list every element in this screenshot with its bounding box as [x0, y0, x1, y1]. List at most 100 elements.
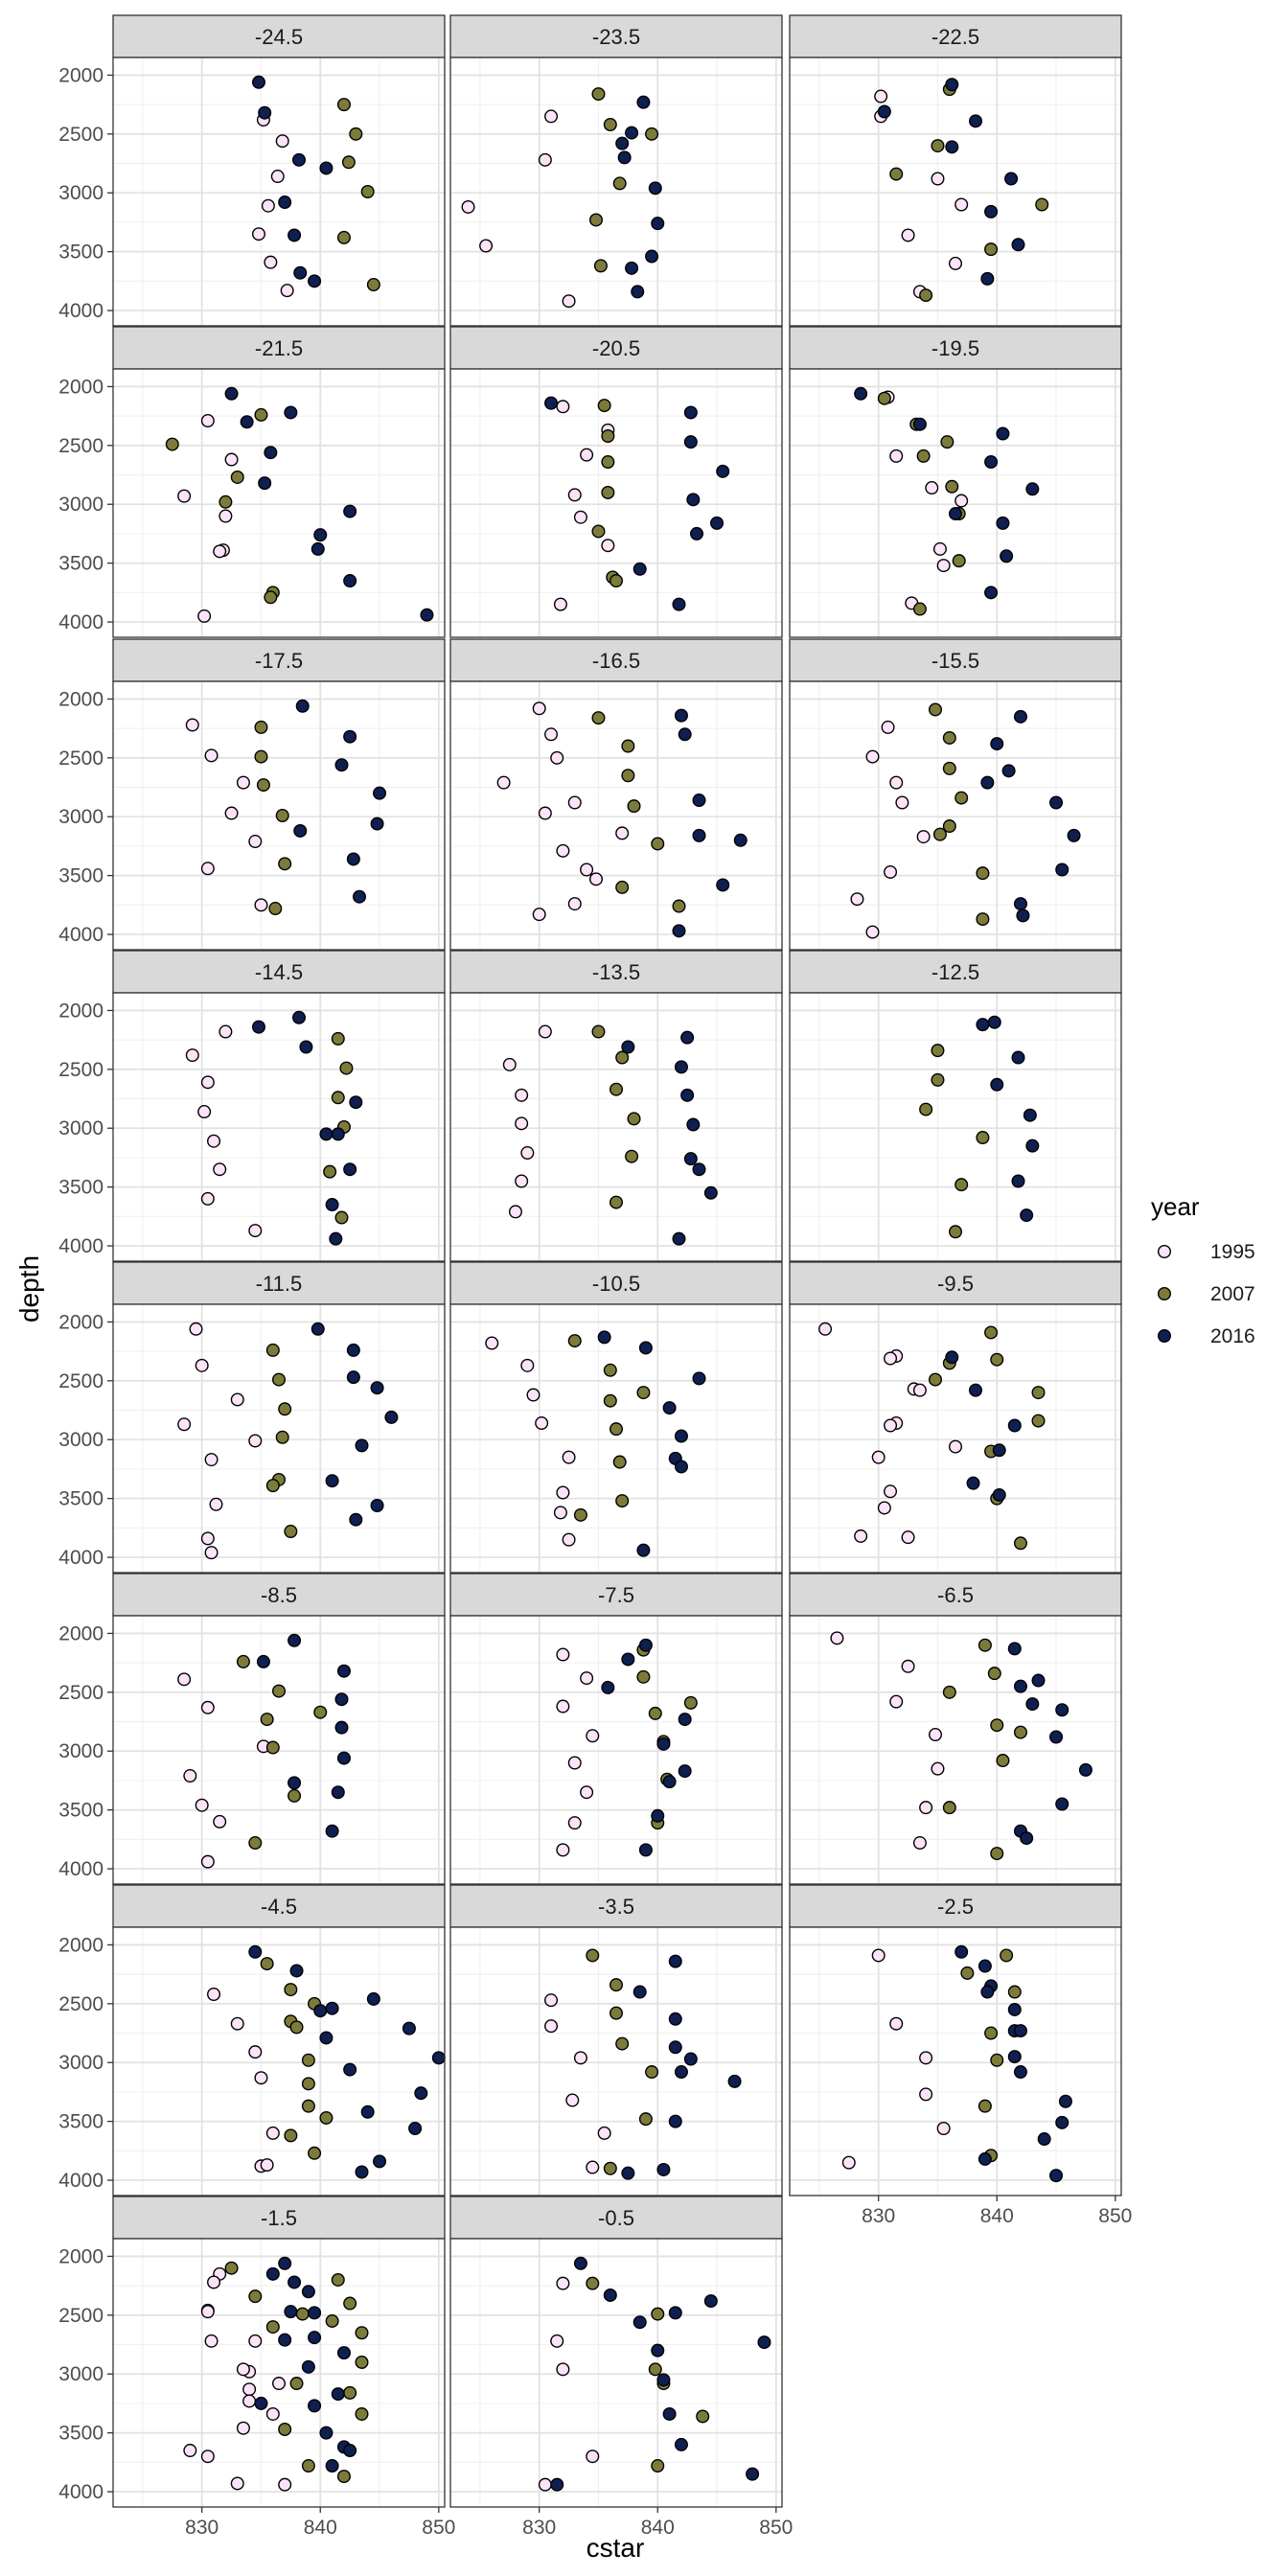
data-point-2016 — [662, 1401, 677, 1415]
data-point-2016 — [668, 2040, 682, 2055]
data-point-2016 — [284, 405, 298, 420]
data-point-2016 — [319, 2426, 334, 2440]
data-point-2016 — [254, 2396, 268, 2410]
data-point-2016 — [370, 1381, 384, 1395]
data-point-2007 — [610, 574, 624, 588]
data-point-2016 — [692, 828, 706, 842]
panel-border — [789, 368, 1122, 638]
legend-item: 2007 — [1157, 1283, 1255, 1305]
y-tick-label: 2500 — [58, 124, 104, 146]
data-point-2007 — [278, 857, 292, 871]
facet-panel: -19.5 — [789, 326, 1122, 638]
data-point-1995 — [573, 2051, 587, 2065]
facet-strip — [789, 638, 1122, 682]
data-point-2016 — [292, 1010, 307, 1024]
facet-panel: -12.5 — [789, 950, 1122, 1262]
y-axis-title: depth — [14, 1255, 44, 1322]
data-point-1995 — [204, 2334, 218, 2348]
legend-key-2016 — [1157, 1328, 1171, 1343]
data-point-1995 — [204, 748, 218, 763]
data-point-2007 — [683, 1695, 698, 1710]
data-point-1995 — [265, 2126, 280, 2140]
data-point-2016 — [980, 1985, 995, 1999]
plot-area — [790, 1304, 1121, 1573]
data-point-1995 — [841, 2155, 856, 2170]
data-point-2016 — [343, 2444, 357, 2458]
data-point-2007 — [355, 2355, 369, 2369]
x-tick-label: 850 — [759, 2517, 793, 2539]
data-point-2016 — [1025, 1138, 1040, 1153]
data-point-1995 — [949, 1439, 963, 1454]
y-tick-label: 2000 — [58, 64, 104, 86]
facet-strip — [112, 1261, 446, 1305]
data-point-2007 — [323, 1164, 337, 1179]
data-point-1995 — [254, 2071, 268, 2085]
data-point-2007 — [603, 2161, 617, 2175]
data-point-2016 — [1000, 549, 1014, 564]
data-point-2007 — [593, 259, 608, 273]
data-point-2016 — [1011, 238, 1025, 252]
data-point-2016 — [355, 2165, 369, 2179]
facet-strip — [449, 950, 783, 994]
facet-label: -14.5 — [255, 960, 303, 984]
legend-key-2007 — [1157, 1286, 1171, 1300]
data-point-2007 — [586, 2276, 600, 2290]
data-point-2016 — [353, 889, 367, 904]
data-point-2016 — [331, 1785, 345, 1800]
data-point-2016 — [258, 476, 272, 491]
data-point-2007 — [275, 809, 289, 823]
data-point-2016 — [632, 2315, 647, 2330]
data-point-2016 — [672, 1231, 686, 1246]
data-point-2016 — [969, 1383, 983, 1397]
data-point-2007 — [990, 2053, 1004, 2067]
data-point-2016 — [224, 386, 239, 401]
y-tick-label: 3000 — [58, 494, 104, 516]
data-point-1995 — [242, 2394, 257, 2408]
y-tick-label: 4000 — [58, 300, 104, 322]
x-tick-label: 840 — [304, 2517, 337, 2539]
data-point-2016 — [301, 2285, 315, 2299]
data-point-2007 — [954, 1178, 969, 1192]
data-point-2016 — [1058, 2094, 1072, 2108]
facet-strip — [112, 638, 446, 682]
data-point-2016 — [674, 2437, 688, 2451]
facet-label: -10.5 — [592, 1272, 640, 1296]
facet-panel: -1.5 — [112, 2196, 446, 2508]
data-point-2016 — [690, 526, 704, 540]
data-point-1995 — [270, 170, 285, 184]
data-point-1995 — [567, 897, 582, 911]
data-point-2016 — [289, 1964, 304, 1978]
facet-strip — [112, 2196, 446, 2240]
data-point-1995 — [204, 1453, 218, 1467]
grid — [790, 58, 1121, 326]
data-point-2016 — [678, 1764, 692, 1779]
data-point-2007 — [932, 827, 947, 841]
facet-label: -19.5 — [932, 336, 979, 360]
y-tick-label: 4000 — [58, 2481, 104, 2503]
data-point-2016 — [319, 2031, 334, 2045]
data-point-2007 — [615, 1050, 630, 1065]
data-point-2007 — [1007, 1985, 1022, 1999]
data-point-2007 — [976, 912, 990, 927]
x-tick-label: 830 — [522, 2517, 556, 2539]
data-point-1995 — [254, 898, 268, 912]
data-point-1995 — [588, 872, 603, 886]
data-point-2016 — [674, 1460, 688, 1474]
data-point-2007 — [942, 761, 956, 775]
panel-border — [112, 992, 446, 1262]
data-point-1995 — [189, 1322, 203, 1336]
data-point-2007 — [1031, 1414, 1046, 1428]
data-point-1995 — [280, 284, 294, 298]
data-point-2007 — [978, 2099, 992, 2113]
data-point-1995 — [248, 2045, 263, 2059]
data-point-1995 — [248, 2334, 263, 2348]
data-point-2007 — [265, 2320, 280, 2334]
data-point-2007 — [636, 1386, 651, 1400]
panel-border — [112, 57, 446, 327]
data-point-2016 — [308, 2331, 322, 2345]
data-point-2016 — [370, 816, 384, 831]
facet-panel: -11.5 — [112, 1261, 446, 1574]
data-point-2016 — [414, 2086, 428, 2101]
data-point-1995 — [871, 1948, 886, 1963]
data-point-1995 — [177, 1672, 192, 1687]
